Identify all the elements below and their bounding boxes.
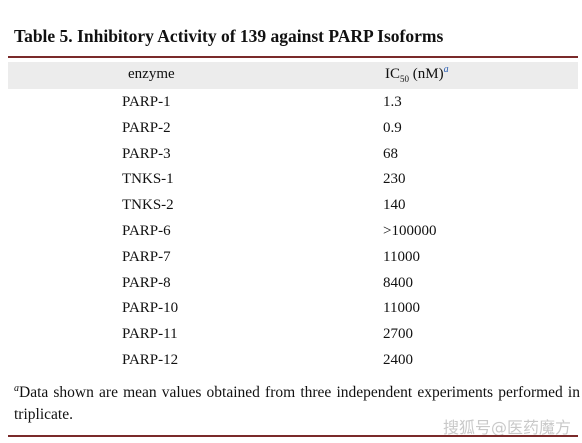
enzyme-cell: PARP-8	[122, 274, 171, 291]
value-cell: 1.3	[383, 94, 402, 110]
value-cell: 0.9	[383, 119, 402, 136]
enzyme-cell: PARP-11	[122, 326, 178, 343]
watermark: 搜狐号@医药魔方	[443, 418, 572, 437]
header-row	[8, 62, 578, 89]
footnote-ref: a	[443, 64, 449, 75]
header-text: IC	[385, 66, 400, 82]
value-cell: >100000	[383, 223, 437, 239]
footnote-text: Data shown are mean values obtained from…	[14, 384, 580, 424]
value-cell: 140	[383, 197, 406, 214]
value-cell: 230	[383, 171, 406, 188]
value-cell: 11000	[383, 300, 420, 317]
rule	[8, 56, 578, 58]
header-subscript: 50	[400, 74, 409, 84]
column-header: IC50 (nM)a	[385, 64, 449, 84]
enzyme-cell: TNKS-2	[122, 197, 174, 214]
enzyme-cell: PARP-2	[122, 119, 171, 136]
enzyme-cell: PARP-12	[122, 352, 179, 368]
enzyme-cell: TNKS-1	[122, 171, 174, 188]
value-cell: 2400	[383, 352, 413, 368]
rule	[8, 435, 578, 437]
value-cell: 68	[383, 145, 398, 162]
header-unit: (nM)	[412, 66, 444, 82]
enzyme-cell: PARP-3	[122, 145, 171, 162]
value-cell: 11000	[383, 248, 420, 265]
table-title: Table 5. Inhibitory Activity of 139 agai…	[14, 26, 444, 46]
footnote: aData shown are mean values obtained fro…	[14, 378, 580, 426]
footnote-marker: a	[14, 383, 19, 394]
enzyme-cell: PARP-1	[122, 94, 171, 110]
enzyme-cell: PARP-10	[122, 300, 179, 317]
enzyme-cell: PARP-7	[122, 248, 171, 265]
value-cell: 8400	[383, 274, 413, 291]
column-header: enzyme	[128, 66, 175, 82]
value-cell: 2700	[383, 326, 413, 343]
enzyme-cell: PARP-6	[122, 223, 171, 239]
